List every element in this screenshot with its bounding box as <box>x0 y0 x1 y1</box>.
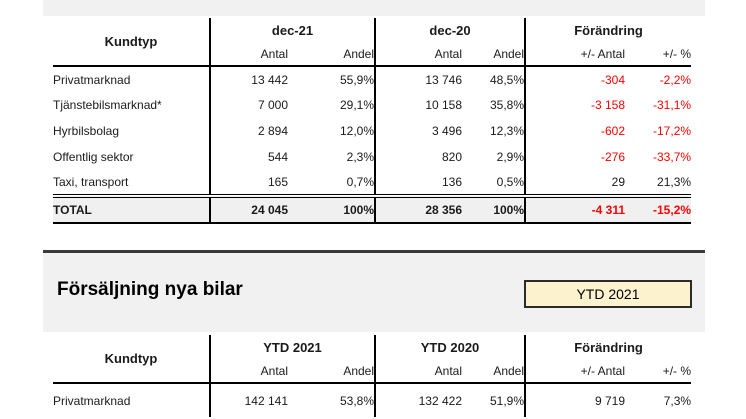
ytd-table-body: Privatmarknad 142 141 53,8% 132 422 51,9% 9 7… <box>53 383 691 417</box>
cell: 48,5% <box>462 66 527 92</box>
group-header-ytd-2020: YTD 2020 <box>375 335 527 360</box>
monthly-table-body: Privatmarknad 13 442 55,9% 13 746 48,5% -304 -… <box>53 66 692 198</box>
cell: 165 <box>210 170 288 198</box>
table-row: Privatmarknad 142 141 53,8% 132 422 51,9% 9 7… <box>53 383 691 417</box>
cell: 0,7% <box>288 170 377 198</box>
cell: 7,3% <box>663 393 692 408</box>
cell: -31,1% <box>653 98 692 112</box>
row-label: Taxi, transport <box>53 170 211 198</box>
cell: 100% <box>288 196 377 224</box>
subheader-plusminus-antal: +/- Antal <box>525 43 626 67</box>
cell: 9 719 <box>595 393 626 408</box>
monthly-table-total: TOTAL 24 045 100% 28 356 100% -4 311 -15,2% <box>53 196 692 224</box>
cell: 53,8% <box>288 383 377 417</box>
ytd-table-header: Kundtyp YTD 2021 YTD 2020 Förändring Ant… <box>53 335 692 384</box>
cell: 3 496 <box>431 124 463 138</box>
cell: 142 141 <box>244 393 288 408</box>
subheader-plusminus-percent: +/- % <box>625 43 692 67</box>
table-row: Taxi, transport 165 0,7% 136 0,5% 29 21,3% <box>53 170 692 198</box>
subheader-antal: Antal <box>210 360 288 384</box>
cell: 136 <box>375 170 463 198</box>
subheader-andel: Andel <box>288 360 377 384</box>
row-label: Privatmarknad <box>53 383 211 417</box>
cell: 28 356 <box>375 196 463 224</box>
row-label: Privatmarknad <box>53 66 211 92</box>
subheader-andel: Andel <box>288 43 377 67</box>
table-row: Hyrbilsbolag 2 894 12,0% 3 496 12,3% -602 -17,… <box>53 118 691 144</box>
group-header-forandring: Förändring <box>574 340 643 355</box>
cell: 544 <box>267 150 288 164</box>
total-row: TOTAL 24 045 100% 28 356 100% -4 311 -15,2% <box>53 196 692 224</box>
row-label: Tjänstebilsmarknad* <box>53 92 211 118</box>
ytd-sales-table: Kundtyp YTD 2021 YTD 2020 Förändring Ant… <box>53 335 692 417</box>
previous-section-band <box>43 0 705 16</box>
table-row: Tjänstebilsmarknad* 7 000 29,1% 10 158 35,8%… <box>53 92 691 118</box>
cell: 35,8% <box>462 92 527 118</box>
cell: -4 311 <box>525 196 626 224</box>
cell: -2,2% <box>659 72 692 87</box>
cell: -15,2% <box>625 196 692 224</box>
row-label: Hyrbilsbolag <box>53 118 211 144</box>
cell: 55,9% <box>288 66 377 92</box>
subheader-plusminus-percent: +/- % <box>625 360 692 384</box>
cell: 12,0% <box>288 118 377 144</box>
table-row: Privatmarknad 13 442 55,9% 13 746 48,5% -304 -… <box>53 66 691 92</box>
group-header-forandring: Förändring <box>574 23 643 38</box>
section-title: Försäljning nya bilar <box>57 279 243 300</box>
cell: 24 045 <box>210 196 288 224</box>
cell: 13 442 <box>251 72 288 87</box>
cell: 7 000 <box>257 98 288 112</box>
monthly-sales-table: Kundtyp dec-21 dec-20 Förändring Antal A… <box>53 18 692 224</box>
section-band-forsaljning: Försäljning nya bilar YTD 2021 <box>43 250 705 332</box>
cell: 29,1% <box>288 92 377 118</box>
column-header-kundtyp: Kundtyp <box>53 18 211 67</box>
cell: 21,3% <box>625 170 692 198</box>
cell: -602 <box>601 124 626 138</box>
cell: -276 <box>601 150 626 164</box>
cell: -3 158 <box>591 98 626 112</box>
row-label: Offentlig sektor <box>53 144 211 170</box>
cell: -17,2% <box>653 124 692 138</box>
cell: 29 <box>525 170 626 198</box>
group-header-ytd-2021: YTD 2021 <box>210 335 377 360</box>
cell: 2,9% <box>462 144 527 170</box>
row-label: TOTAL <box>53 196 211 224</box>
cell: -304 <box>601 72 626 87</box>
subheader-antal: Antal <box>210 43 288 67</box>
subheader-plusminus-antal: +/- Antal <box>525 360 626 384</box>
group-header-dec-21: dec-21 <box>210 18 377 43</box>
cell: 12,3% <box>462 118 527 144</box>
cell: 10 158 <box>425 98 463 112</box>
subheader-andel: Andel <box>462 360 527 384</box>
subheader-antal: Antal <box>375 360 463 384</box>
cell: 13 746 <box>425 72 463 87</box>
cell: 0,5% <box>462 170 527 198</box>
cell: 2 894 <box>257 124 288 138</box>
subheader-antal: Antal <box>375 43 463 67</box>
subheader-andel: Andel <box>462 43 527 67</box>
cell: 132 422 <box>418 393 463 408</box>
column-header-kundtyp: Kundtyp <box>53 335 211 384</box>
cell: 51,9% <box>462 383 527 417</box>
cell: 820 <box>441 150 463 164</box>
ytd-period-selector[interactable]: YTD 2021 <box>524 280 692 308</box>
cell: 2,3% <box>288 144 377 170</box>
group-header-dec-20: dec-20 <box>375 18 527 43</box>
cell: -33,7% <box>653 150 692 164</box>
monthly-table-header: Kundtyp dec-21 dec-20 Förändring Antal A… <box>53 18 692 67</box>
table-row: Offentlig sektor 544 2,3% 820 2,9% -276 -33,7% <box>53 144 691 170</box>
cell: 100% <box>462 196 527 224</box>
